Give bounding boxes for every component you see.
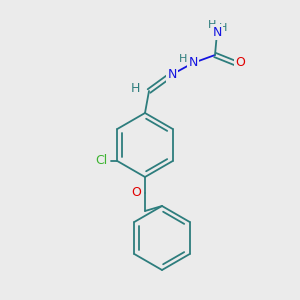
Text: H: H [130,82,140,94]
Text: H: H [179,54,187,64]
Text: H: H [208,20,216,30]
Text: N: N [212,26,222,38]
Text: O: O [235,56,245,70]
Text: N: N [167,68,177,82]
Text: N: N [188,56,198,68]
Text: Cl: Cl [95,154,107,167]
Text: O: O [131,187,141,200]
Text: H: H [219,23,227,33]
